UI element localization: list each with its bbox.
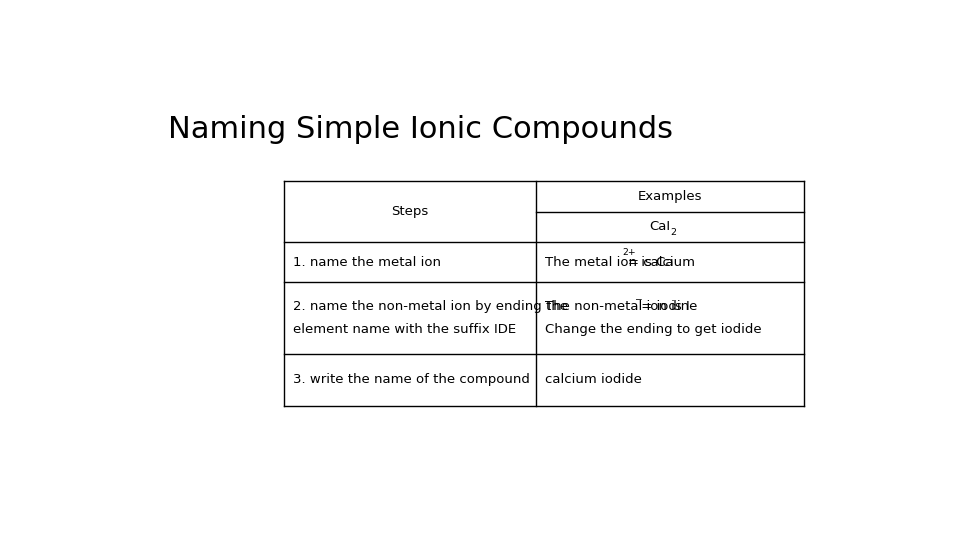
Text: The metal ion is Ca: The metal ion is Ca	[545, 255, 674, 268]
Text: Change the ending to get iodide: Change the ending to get iodide	[545, 323, 762, 336]
Text: 2: 2	[670, 227, 677, 237]
Text: = iodine: = iodine	[637, 300, 698, 313]
Text: calcium iodide: calcium iodide	[545, 374, 642, 387]
Text: −: −	[635, 294, 642, 303]
Text: 2. name the non-metal ion by ending the: 2. name the non-metal ion by ending the	[293, 300, 567, 313]
Text: 2+: 2+	[622, 248, 636, 258]
Text: The non-metal ion is I: The non-metal ion is I	[545, 300, 690, 313]
Text: = calcium: = calcium	[628, 255, 695, 268]
Text: CaI: CaI	[649, 220, 670, 233]
Text: 1. name the metal ion: 1. name the metal ion	[293, 255, 441, 268]
Text: element name with the suffix IDE: element name with the suffix IDE	[293, 323, 516, 336]
Text: Examples: Examples	[638, 190, 703, 203]
Text: 3. write the name of the compound: 3. write the name of the compound	[293, 374, 530, 387]
Text: Steps: Steps	[392, 205, 428, 218]
Text: Naming Simple Ionic Compounds: Naming Simple Ionic Compounds	[168, 114, 673, 144]
